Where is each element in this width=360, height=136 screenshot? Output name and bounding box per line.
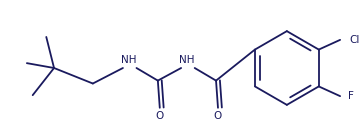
Text: NH: NH	[179, 55, 195, 65]
Text: NH: NH	[121, 55, 136, 65]
Text: Cl: Cl	[350, 35, 360, 45]
Text: O: O	[156, 111, 164, 120]
Text: F: F	[348, 91, 354, 101]
Text: O: O	[214, 111, 222, 120]
